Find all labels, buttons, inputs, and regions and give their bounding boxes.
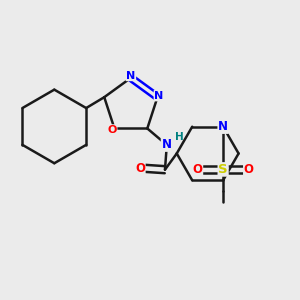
Text: N: N [126,70,136,80]
Text: N: N [218,120,228,133]
Text: O: O [135,162,145,175]
Text: N: N [154,91,164,101]
Text: H: H [175,132,183,142]
Text: O: O [244,163,254,176]
Text: N: N [161,138,171,151]
Text: O: O [107,125,117,135]
Text: O: O [193,163,202,176]
Text: S: S [218,163,228,176]
